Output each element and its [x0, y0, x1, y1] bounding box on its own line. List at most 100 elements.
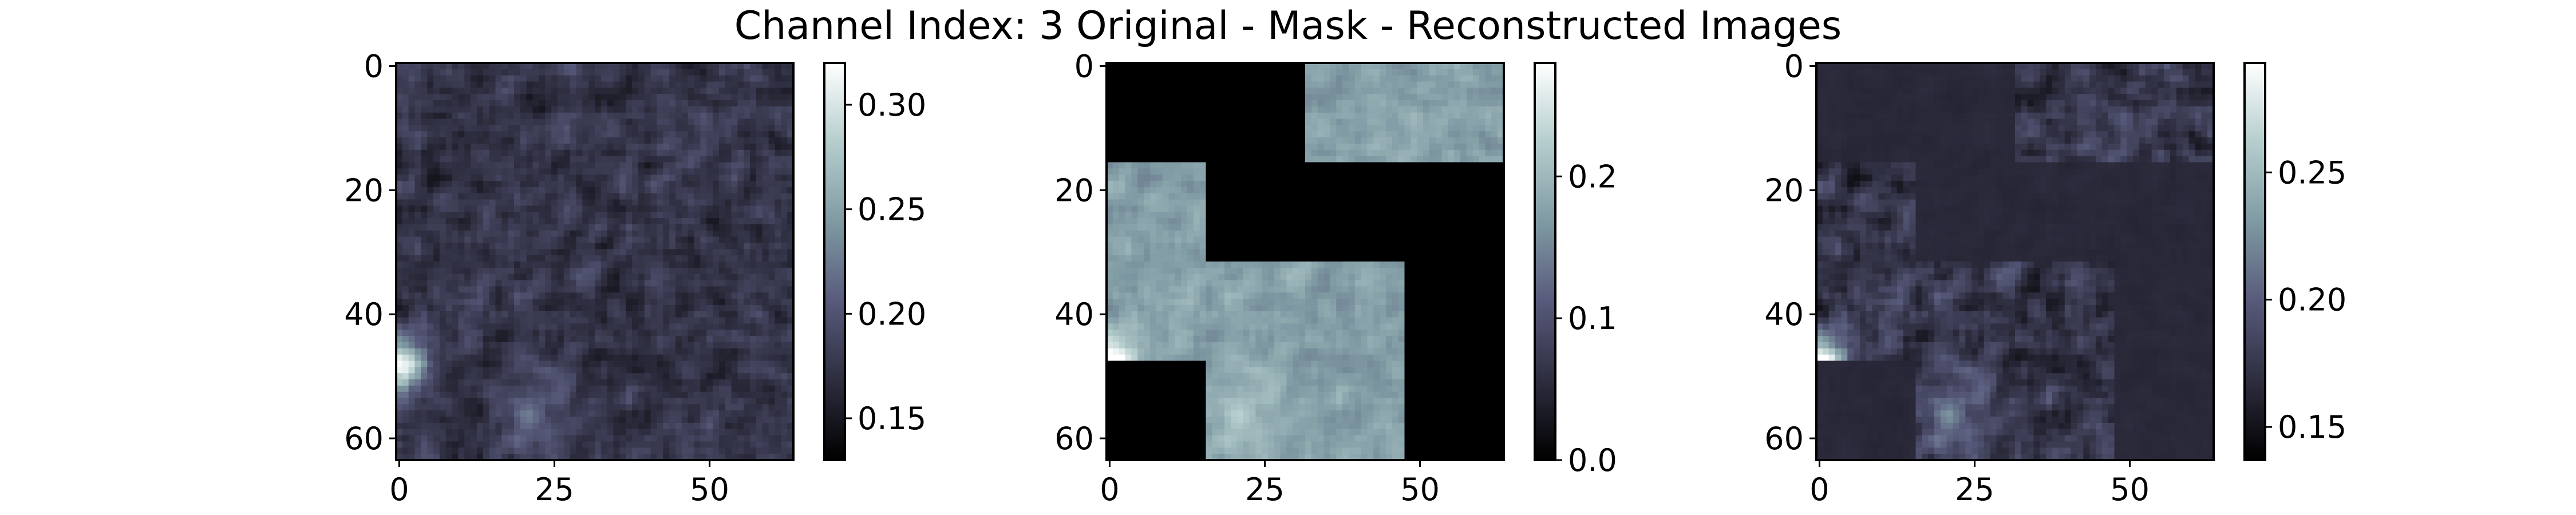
- heatmap-cell: [650, 230, 658, 237]
- heatmap-cell: [526, 143, 534, 150]
- heatmap-cell: [414, 262, 421, 268]
- heatmap-cell: [1280, 75, 1287, 82]
- heatmap-cell: [607, 106, 614, 113]
- heatmap-cell: [582, 441, 589, 448]
- heatmap-cell: [1249, 106, 1256, 113]
- heatmap-cell: [1119, 75, 1126, 82]
- heatmap-cell: [452, 125, 459, 132]
- heatmap-cell: [744, 131, 750, 138]
- heatmap-cell: [483, 243, 490, 249]
- heatmap-cell: [576, 299, 583, 306]
- heatmap-cell: [775, 125, 781, 132]
- heatmap-cell: [619, 205, 626, 212]
- heatmap-cell: [731, 156, 738, 163]
- heatmap-cell: [725, 317, 732, 324]
- heatmap-cell: [688, 243, 695, 249]
- heatmap-cell: [638, 267, 645, 275]
- heatmap-cell: [657, 367, 663, 374]
- heatmap-cell: [557, 410, 564, 417]
- heatmap-cell: [638, 330, 645, 336]
- heatmap-cell: [644, 330, 651, 336]
- heatmap-cell: [1330, 63, 1337, 70]
- heatmap-cell: [433, 417, 440, 423]
- heatmap-cell: [768, 224, 776, 231]
- heatmap-cell: [464, 391, 471, 399]
- heatmap-cell: [402, 112, 409, 120]
- heatmap-cell: [694, 156, 701, 163]
- heatmap-cell: [508, 249, 515, 256]
- heatmap-cell: [762, 385, 769, 393]
- heatmap-cell: [414, 299, 421, 306]
- heatmap-cell: [657, 292, 663, 299]
- heatmap-cell: [439, 441, 447, 448]
- heatmap-cell: [520, 125, 527, 132]
- heatmap-cell: [588, 447, 595, 454]
- heatmap-cell: [787, 429, 794, 436]
- heatmap-cell: [514, 143, 521, 150]
- heatmap-cell: [508, 292, 515, 299]
- heatmap-cell: [644, 274, 651, 281]
- heatmap-cell: [657, 168, 663, 175]
- heatmap-cell: [706, 354, 713, 362]
- heatmap-cell: [557, 100, 564, 107]
- heatmap-cell: [787, 125, 794, 132]
- heatmap-cell: [508, 243, 515, 249]
- heatmap-cell: [1448, 94, 1455, 101]
- heatmap-cell: [600, 404, 608, 411]
- heatmap-cell: [495, 280, 502, 287]
- heatmap-cell: [1348, 137, 1356, 144]
- heatmap-cell: [613, 292, 620, 299]
- heatmap-cell: [600, 286, 608, 293]
- heatmap-cell: [613, 81, 620, 88]
- heatmap-cell: [619, 181, 626, 188]
- heatmap-cell: [514, 243, 521, 249]
- heatmap-cell: [532, 262, 539, 268]
- heatmap-cell: [713, 175, 720, 181]
- heatmap-cell: [396, 417, 403, 423]
- heatmap-cell: [713, 354, 720, 362]
- heatmap-cell: [781, 156, 788, 163]
- heatmap-cell: [588, 342, 595, 349]
- heatmap-cell: [595, 75, 602, 82]
- heatmap-cell: [713, 330, 720, 336]
- heatmap-cell: [718, 162, 726, 169]
- heatmap-cell: [650, 267, 658, 275]
- heatmap-cell: [402, 435, 409, 442]
- heatmap-cell: [650, 255, 658, 262]
- heatmap-cell: [421, 131, 428, 138]
- heatmap-cell: [421, 69, 428, 76]
- heatmap-cell: [501, 422, 508, 430]
- heatmap-cell: [650, 311, 658, 318]
- heatmap-cell: [688, 367, 695, 374]
- heatmap-cell: [439, 360, 447, 367]
- heatmap-cell: [750, 149, 757, 157]
- heatmap-cell: [445, 199, 453, 206]
- heatmap-cell: [557, 447, 564, 454]
- heatmap-cell: [675, 262, 682, 268]
- heatmap-cell: [657, 262, 663, 268]
- heatmap-cell: [1367, 131, 1374, 138]
- heatmap-cell: [557, 391, 564, 399]
- heatmap-cell: [718, 125, 726, 132]
- heatmap-cell: [700, 236, 707, 244]
- heatmap-cell: [582, 243, 589, 249]
- heatmap-cell: [532, 323, 539, 330]
- heatmap-cell: [563, 354, 571, 362]
- heatmap-cell: [539, 137, 546, 144]
- heatmap-cell: [669, 354, 676, 362]
- heatmap-cell: [744, 410, 750, 417]
- heatmap-cell: [501, 280, 508, 287]
- heatmap-cell: [483, 410, 490, 417]
- heatmap-cell: [427, 354, 434, 362]
- heatmap-cell: [768, 274, 776, 281]
- heatmap-cell: [526, 323, 534, 330]
- heatmap-cell: [1354, 125, 1362, 132]
- heatmap-cell: [650, 156, 658, 163]
- heatmap-cell: [414, 373, 421, 380]
- heatmap-cell: [756, 181, 763, 188]
- heatmap-cell: [421, 304, 428, 312]
- heatmap-cell: [421, 292, 428, 299]
- heatmap-cell: [458, 454, 465, 461]
- heatmap-cell: [750, 379, 757, 386]
- heatmap-cell: [613, 181, 620, 188]
